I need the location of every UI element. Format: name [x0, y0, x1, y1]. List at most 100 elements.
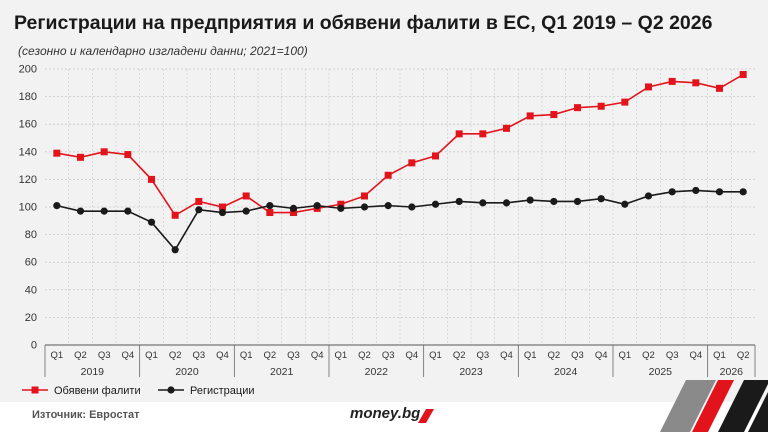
- corner-stripes-decoration: [660, 380, 768, 432]
- data-point-bankruptcies: [148, 175, 155, 183]
- data-point-bankruptcies: [668, 77, 676, 85]
- x-tick-label: Q2: [547, 350, 560, 361]
- footer-bar: [0, 402, 768, 432]
- y-tick-label: 180: [19, 91, 37, 103]
- x-tick-label: Q1: [240, 350, 253, 361]
- x-tick-label: Q2: [358, 350, 371, 361]
- chart-subtitle: (сезонно и календарно изгладени данни; 2…: [18, 44, 308, 58]
- x-tick-label: Q1: [524, 350, 537, 361]
- x-tick-label: Q2: [74, 350, 87, 361]
- data-point-registrations: [597, 195, 605, 203]
- data-point-registrations: [668, 188, 676, 196]
- data-point-bankruptcies: [124, 151, 132, 159]
- data-point-bankruptcies: [100, 148, 108, 156]
- data-point-registrations: [147, 218, 156, 226]
- x-tick-label: Q4: [121, 350, 134, 361]
- legend-marker: [31, 386, 39, 394]
- data-point-bankruptcies: [242, 192, 250, 200]
- y-tick-label: 200: [19, 64, 37, 76]
- x-tick-label: Q2: [263, 350, 276, 361]
- legend-marker: [167, 386, 175, 394]
- x-tick-label: Q3: [382, 350, 395, 361]
- x-tick-label: Q3: [287, 350, 300, 361]
- data-point-bankruptcies: [53, 149, 61, 157]
- x-tick-label: Q3: [666, 350, 679, 361]
- y-tick-label: 140: [19, 146, 37, 158]
- year-label: 2025: [649, 366, 673, 378]
- data-point-registrations: [502, 199, 511, 207]
- data-point-registrations: [644, 192, 653, 200]
- data-point-registrations: [360, 203, 369, 211]
- data-point-bankruptcies: [219, 203, 226, 211]
- data-point-bankruptcies: [455, 130, 463, 138]
- brand-logo: money.bg: [350, 405, 421, 422]
- data-point-bankruptcies: [408, 159, 416, 167]
- data-point-registrations: [692, 186, 700, 195]
- legend-label: Обявени фалити: [54, 385, 141, 397]
- data-point-registrations: [289, 204, 298, 212]
- data-point-registrations: [313, 202, 321, 210]
- brand-slash-icon: [418, 409, 434, 423]
- year-label: 2019: [81, 366, 105, 378]
- data-point-bankruptcies: [574, 104, 581, 112]
- x-tick-label: Q1: [429, 350, 442, 361]
- data-point-bankruptcies: [432, 152, 439, 160]
- series-line: [56, 189, 744, 252]
- data-point-bankruptcies: [290, 209, 297, 217]
- data-point-registrations: [573, 197, 582, 206]
- x-tick-label: Q4: [689, 350, 702, 361]
- data-point-registrations: [479, 199, 487, 207]
- x-tick-label: Q1: [618, 350, 631, 361]
- x-tick-label: Q3: [192, 350, 205, 361]
- data-point-registrations: [76, 207, 85, 215]
- data-point-bankruptcies: [361, 192, 368, 200]
- x-tick-label: Q3: [98, 350, 111, 361]
- data-point-registrations: [124, 207, 132, 215]
- x-tick-label: Q1: [334, 350, 347, 361]
- x-tick-label: Q4: [500, 350, 513, 361]
- x-tick-label: Q3: [571, 350, 584, 361]
- x-tick-label: Q1: [713, 350, 726, 361]
- data-point-bankruptcies: [645, 83, 652, 91]
- x-tick-label: Q4: [405, 350, 418, 361]
- data-point-registrations: [100, 207, 108, 215]
- legend-label: Регистрации: [190, 385, 255, 397]
- data-point-registrations: [218, 208, 227, 217]
- year-label: 2022: [365, 366, 389, 378]
- data-point-bankruptcies: [266, 209, 274, 217]
- x-tick-label: Q2: [642, 350, 655, 361]
- data-point-bankruptcies: [621, 98, 629, 106]
- data-point-bankruptcies: [597, 102, 605, 110]
- x-tick-label: Q3: [476, 350, 489, 361]
- y-tick-label: 60: [25, 257, 37, 269]
- y-tick-label: 80: [25, 229, 37, 241]
- data-point-registrations: [195, 206, 203, 214]
- data-point-registrations: [337, 204, 345, 212]
- year-label: 2023: [459, 366, 483, 378]
- data-point-bankruptcies: [692, 79, 700, 87]
- year-label: 2020: [175, 366, 199, 378]
- year-label: 2021: [270, 366, 294, 378]
- year-label: 2026: [720, 366, 744, 378]
- data-point-bankruptcies: [503, 124, 510, 132]
- x-tick-label: Q2: [453, 350, 466, 361]
- y-tick-label: 100: [19, 202, 37, 214]
- data-point-registrations: [431, 200, 440, 208]
- data-point-registrations: [715, 188, 724, 196]
- x-tick-label: Q4: [595, 350, 608, 361]
- chart-title: Регистрации на предприятия и обявени фал…: [14, 12, 713, 34]
- data-point-registrations: [455, 197, 463, 206]
- data-point-registrations: [739, 188, 747, 196]
- data-point-bankruptcies: [337, 200, 345, 208]
- y-tick-label: 0: [31, 340, 37, 352]
- data-point-registrations: [526, 196, 534, 204]
- data-point-registrations: [408, 203, 416, 211]
- y-tick-label: 40: [25, 284, 37, 296]
- data-point-registrations: [266, 202, 274, 210]
- x-tick-label: Q4: [216, 350, 229, 361]
- data-point-bankruptcies: [526, 112, 534, 120]
- year-label: 2024: [554, 366, 578, 378]
- y-tick-label: 120: [19, 174, 37, 186]
- data-point-registrations: [550, 197, 558, 206]
